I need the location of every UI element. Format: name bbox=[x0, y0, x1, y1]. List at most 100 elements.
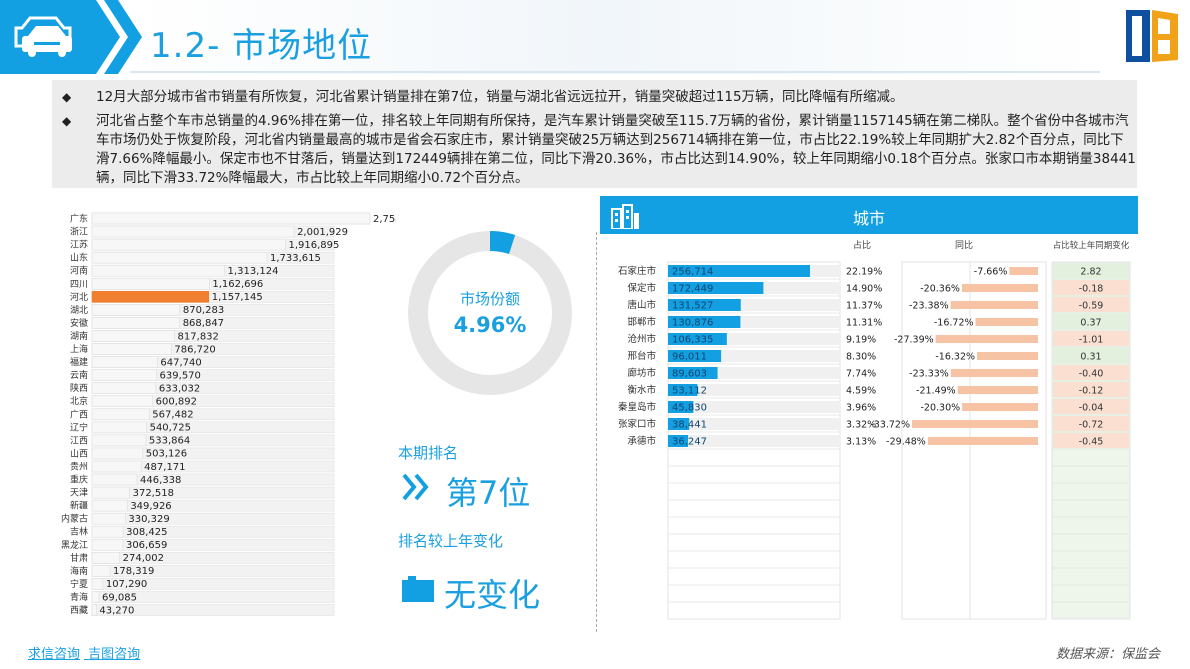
province-label: 辽宁 bbox=[70, 421, 88, 433]
footer-link-1[interactable]: 求信咨询 bbox=[28, 647, 81, 662]
col-header-share-change: 占比较上年同期变化 bbox=[1053, 240, 1130, 251]
share-change-value: -0.59 bbox=[1079, 301, 1104, 312]
province-bar bbox=[91, 277, 210, 290]
province-label: 山东 bbox=[70, 252, 88, 264]
yoy-value-label: -23.33% bbox=[909, 369, 949, 380]
city-label: 唐山市 bbox=[627, 299, 656, 311]
yoy-bar bbox=[957, 386, 1038, 394]
province-value-label: 786,720 bbox=[174, 344, 215, 355]
province-value-label: 330,329 bbox=[128, 514, 169, 525]
market-share-donut bbox=[408, 231, 572, 395]
province-label: 新疆 bbox=[70, 500, 88, 512]
sales-value-label: 256,714 bbox=[672, 267, 713, 278]
province-label: 云南 bbox=[70, 369, 88, 381]
province-bar bbox=[91, 251, 268, 264]
province-value-label: 107,290 bbox=[106, 579, 147, 590]
city-label: 保定市 bbox=[627, 282, 656, 294]
share-change-cell bbox=[1053, 382, 1129, 397]
yoy-bar bbox=[935, 335, 1038, 343]
province-label: 安徽 bbox=[70, 317, 88, 329]
share-value: 22.19% bbox=[846, 267, 882, 278]
province-value-label: 1,313,124 bbox=[228, 266, 279, 277]
province-value-label: 1,157,145 bbox=[212, 292, 263, 303]
province-value-label: 308,425 bbox=[126, 527, 167, 538]
province-value-label: 2,754,072 bbox=[373, 214, 396, 225]
province-label: 吉林 bbox=[70, 526, 88, 538]
province-value-label: 639,570 bbox=[160, 370, 201, 381]
header-band bbox=[0, 0, 1100, 74]
province-bar bbox=[91, 434, 147, 447]
province-value-label: 487,171 bbox=[144, 462, 185, 473]
share-value: 14.90% bbox=[846, 284, 882, 295]
yoy-bar bbox=[950, 301, 1038, 309]
donut-share-arc bbox=[489, 231, 516, 255]
rank-value: 第7位 bbox=[446, 474, 531, 512]
yoy-value-label: -7.66% bbox=[974, 267, 1008, 278]
share-value: 4.96% bbox=[453, 313, 527, 337]
city-label: 邢台市 bbox=[627, 350, 656, 362]
province-value-label: 1,733,615 bbox=[270, 253, 321, 264]
province-label: 宁夏 bbox=[70, 578, 88, 590]
sales-value-label: 172,449 bbox=[672, 284, 713, 295]
province-bar bbox=[91, 330, 175, 342]
sales-bar bbox=[668, 265, 810, 277]
province-bar bbox=[91, 382, 157, 394]
sales-value-label: 89,603 bbox=[672, 369, 707, 380]
province-label: 江西 bbox=[70, 435, 88, 446]
sales-bar bbox=[668, 350, 722, 362]
share-value: 3.96% bbox=[846, 403, 876, 414]
sales-value-label: 36,247 bbox=[672, 437, 707, 448]
province-bar bbox=[91, 264, 225, 277]
province-label: 北京 bbox=[70, 395, 88, 407]
footer-link-2[interactable]: 吉图咨询 bbox=[88, 647, 141, 662]
yoy-grid bbox=[901, 261, 1047, 620]
province-label: 天津 bbox=[70, 488, 88, 499]
share-change-value: 0.37 bbox=[1080, 318, 1101, 329]
yoy-value-label: -29.48% bbox=[886, 437, 926, 448]
province-bar bbox=[91, 395, 153, 408]
province-bar-bg bbox=[91, 499, 335, 512]
sales-bar bbox=[668, 299, 741, 311]
province-label: 上海 bbox=[70, 343, 88, 355]
sales-value-label: 38,441 bbox=[672, 420, 707, 431]
share-change-value: 2.82 bbox=[1080, 267, 1101, 278]
share-change-value: -1.01 bbox=[1079, 335, 1104, 346]
province-value-label: 540,725 bbox=[150, 423, 191, 434]
share-change-cell bbox=[1053, 297, 1129, 312]
province-label: 河北 bbox=[70, 291, 88, 303]
province-bar bbox=[91, 304, 181, 316]
sales-bar-bg bbox=[668, 418, 840, 430]
sales-bar-bg bbox=[668, 401, 840, 413]
province-value-label: 2,001,929 bbox=[297, 227, 348, 238]
province-label: 河南 bbox=[70, 265, 88, 277]
share-value: 7.74% bbox=[846, 369, 876, 380]
city-panel-title: 城市 bbox=[852, 209, 885, 228]
city-label: 廊坊市 bbox=[627, 367, 656, 379]
share-change-cell bbox=[1053, 348, 1129, 363]
province-bar bbox=[91, 460, 142, 473]
province-bar bbox=[91, 408, 150, 421]
share-change-cell bbox=[1053, 416, 1129, 431]
city-label: 张家口市 bbox=[618, 418, 657, 430]
sales-value-label: 96,011 bbox=[672, 352, 707, 363]
province-value-label: 1,162,696 bbox=[212, 279, 263, 290]
yoy-bar bbox=[962, 403, 1038, 411]
share-value: 8.30% bbox=[846, 352, 876, 363]
sales-bar-bg bbox=[668, 384, 840, 396]
province-value-label: 567,482 bbox=[152, 410, 193, 421]
province-label: 广东 bbox=[70, 213, 88, 225]
yoy-bar bbox=[1009, 267, 1038, 275]
province-value-label: 69,085 bbox=[102, 592, 137, 603]
province-value-label: 647,740 bbox=[160, 357, 201, 368]
sales-bar bbox=[668, 367, 718, 379]
share-change-value: -0.40 bbox=[1079, 369, 1104, 380]
sales-value-label: 53,112 bbox=[672, 386, 707, 397]
city-label: 石家庄市 bbox=[618, 265, 657, 277]
province-value-label: 633,032 bbox=[159, 383, 200, 394]
yoy-bar bbox=[950, 369, 1038, 377]
yoy-value-label: -21.49% bbox=[916, 386, 956, 397]
province-label: 陕西 bbox=[70, 382, 88, 394]
province-value-label: 446,338 bbox=[140, 475, 181, 486]
province-value-label: 372,518 bbox=[133, 488, 174, 499]
